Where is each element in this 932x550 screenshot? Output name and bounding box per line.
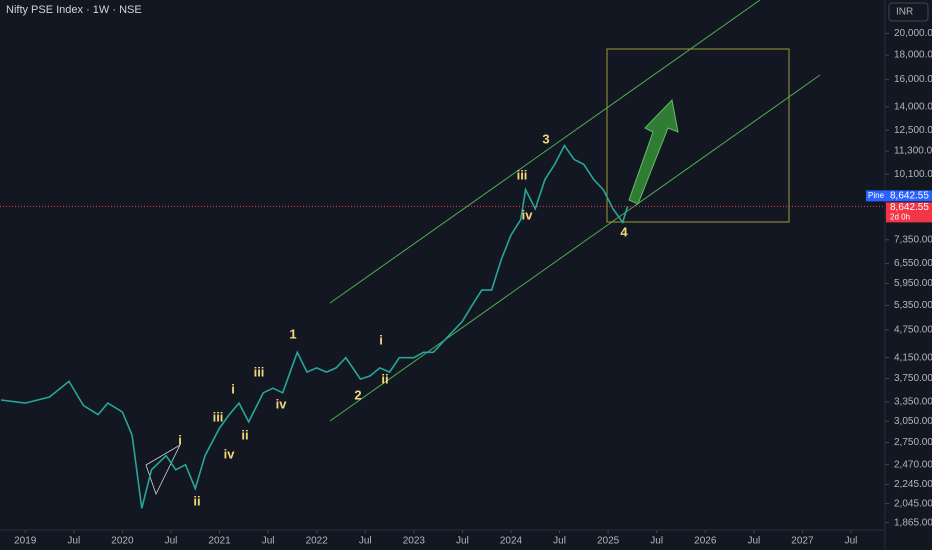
x-tick-label: 2019 (14, 536, 37, 547)
x-tick-label: Jul (165, 536, 178, 547)
x-tick-label: Jul (456, 536, 469, 547)
x-tick-label: 2024 (500, 536, 523, 547)
wave-label: iii (254, 364, 265, 379)
wave-label: i (379, 332, 383, 347)
x-tick-label: Jul (747, 536, 760, 547)
wave-label: i (178, 432, 182, 447)
y-tick-label: 2,045.00 (894, 498, 932, 509)
x-tick-label: 2023 (403, 536, 426, 547)
target-arrow (628, 98, 679, 205)
wave-label: iv (276, 396, 288, 411)
wedge (145, 443, 181, 496)
wave-label: 1 (289, 326, 296, 341)
y-tick-label: 14,000.00 (894, 101, 932, 112)
y-tick-label: 18,000.00 (894, 50, 932, 61)
y-tick-label: 7,350.00 (894, 234, 932, 245)
y-tick-label: 11,300.00 (894, 146, 932, 157)
y-tick-label: 12,500.00 (894, 125, 932, 136)
channel-upper (329, 0, 761, 304)
y-tick-label: 20,000.00 (894, 28, 932, 39)
x-tick-label: Jul (553, 536, 566, 547)
wave-label: ii (381, 371, 388, 386)
wave-label: iii (213, 409, 224, 424)
chart-title: Nifty PSE Index · 1W · NSE (6, 4, 142, 16)
x-tick-label: 2025 (597, 536, 620, 547)
wave-label: ii (193, 493, 200, 508)
y-tick-label: 10,100.00 (894, 169, 932, 180)
y-tick-label: 4,750.00 (894, 324, 932, 335)
y-tick-label: 2,245.00 (894, 479, 932, 490)
y-tick-label: 5,950.00 (894, 278, 932, 289)
x-tick-label: 2027 (791, 536, 814, 547)
pine-tag (866, 190, 886, 202)
wave-label: iii (517, 167, 528, 182)
wave-label: 3 (542, 131, 549, 146)
wave-label: iv (522, 207, 534, 222)
y-tick-label: 1,865.00 (894, 517, 932, 528)
y-tick-label: 6,550.00 (894, 258, 932, 269)
x-tick-label: Jul (650, 536, 663, 547)
currency-button[interactable] (888, 2, 929, 22)
y-tick-label: 4,150.00 (894, 352, 932, 363)
last-price: 8,642.55 (890, 202, 929, 213)
currency-label[interactable]: INR (896, 7, 913, 18)
y-tick-label: 5,350.00 (894, 300, 932, 311)
wave-label: ii (241, 427, 248, 442)
x-tick-label: 2022 (306, 536, 329, 547)
y-tick-label: 2,470.00 (894, 459, 932, 470)
pine-price: 8,642.55 (890, 190, 929, 201)
last-price-tag (886, 202, 932, 223)
price-line (0, 144, 629, 509)
x-tick-label: Jul (845, 536, 858, 547)
x-tick-label: 2021 (208, 536, 231, 547)
x-tick-label: Jul (67, 536, 80, 547)
y-tick-label: 3,050.00 (894, 416, 932, 427)
pine-price-tag (886, 190, 932, 202)
x-tick-label: Jul (262, 536, 275, 547)
target-box (606, 48, 790, 223)
y-tick-label: 3,750.00 (894, 373, 932, 384)
y-tick-label: 16,000.00 (894, 74, 932, 85)
pine-label: Pine (868, 191, 885, 200)
wave-label: i (231, 381, 235, 396)
x-tick-label: 2026 (694, 536, 717, 547)
wave-label: iv (224, 446, 236, 461)
y-tick-label: 2,750.00 (894, 437, 932, 448)
y-tick-label: 3,350.00 (894, 396, 932, 407)
wave-label: 2 (354, 387, 361, 402)
channel-lower (329, 74, 821, 422)
wave-label: 4 (620, 224, 628, 239)
x-tick-label: 2020 (111, 536, 134, 547)
x-tick-label: Jul (359, 536, 372, 547)
countdown: 2d 0h (890, 212, 910, 221)
